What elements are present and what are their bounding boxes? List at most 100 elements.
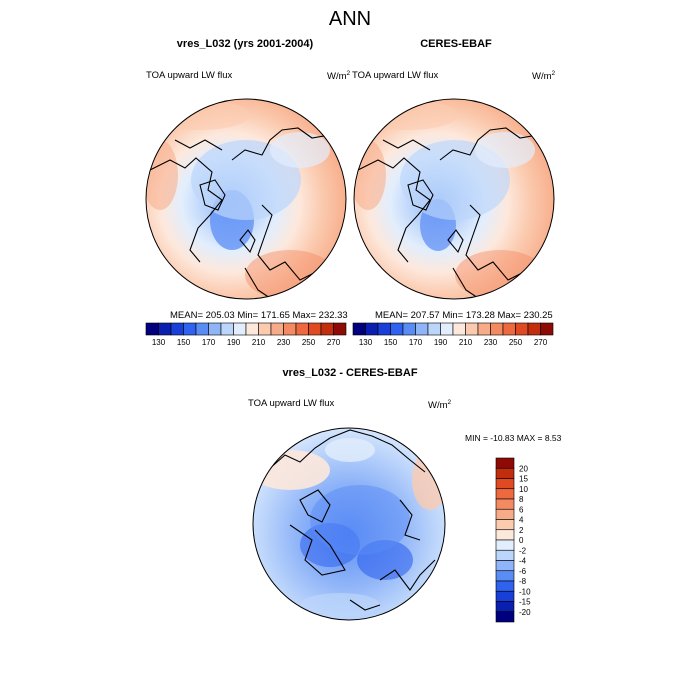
colorbar-obs-swatch (415, 322, 429, 336)
colorbar-obs-tick-label: 190 (434, 338, 448, 347)
colorbar-difference-swatch (495, 560, 515, 572)
colorbar-obs-swatch (402, 322, 416, 336)
polar-map-obs (353, 98, 555, 300)
colorbar-obs-swatch (377, 322, 391, 336)
colorbar-obs-swatch (452, 322, 466, 336)
colorbar-obs-swatch (515, 322, 529, 336)
colorbar-difference-swatch (495, 519, 515, 531)
colorbar-obs-swatch (502, 322, 516, 336)
colorbar-difference-swatch (495, 539, 515, 551)
colorbar-difference-swatch (495, 457, 515, 469)
colorbar-obs-tick-label: 270 (534, 338, 548, 347)
panel-title-model: vres_L032 (yrs 2001-2004) (176, 38, 314, 50)
coastlines-obs (357, 127, 554, 299)
colorbar-difference-swatch (495, 488, 515, 500)
colorbar-difference-tick-label: -2 (519, 546, 527, 555)
colorbar-difference-tick-label: -10 (519, 587, 531, 596)
colorbar-difference-swatch (495, 498, 515, 510)
colorbar-obs-swatch (527, 322, 541, 336)
colorbar-obs-swatch (440, 322, 454, 336)
stats-model: MEAN= 205.03 Min= 171.65 Max= 232.33 (170, 310, 348, 321)
colorbar-difference-tick-label: 15 (519, 475, 528, 484)
colorbar-obs-swatch (490, 322, 504, 336)
variable-label-difference: TOA upward LW flux (248, 398, 335, 409)
colorbar-obs-swatch (427, 322, 441, 336)
colorbar-obs-swatch (390, 322, 404, 336)
colorbar-model-tick-label: 270 (327, 338, 341, 347)
colorbar-difference-swatch (495, 580, 515, 592)
colorbar-model-swatch (233, 322, 247, 336)
colorbar-difference-tick-label: 8 (519, 495, 524, 504)
colorbar-difference-tick-label: 2 (519, 526, 524, 535)
colorbar-model-swatch (195, 322, 209, 336)
colorbar-model-tick-label: 130 (152, 338, 166, 347)
colorbar-model-swatch (283, 322, 297, 336)
colorbar-difference-swatch (495, 601, 515, 613)
colorbar-difference-swatch (495, 529, 515, 541)
colorbar-difference-tick-label: 10 (519, 485, 528, 494)
colorbar-difference-tick-label: -4 (519, 557, 527, 566)
colorbar-model-swatch (183, 322, 197, 336)
colorbar-obs-tick-label: 250 (509, 338, 523, 347)
coastlines-difference (267, 429, 436, 611)
colorbar-model-swatch (170, 322, 184, 336)
colorbar-obs: 130 150 170 190 210 230 250 270 (352, 322, 554, 347)
colorbar-model-tick-label: 250 (302, 338, 316, 347)
colorbar-difference-swatch (495, 549, 515, 561)
colorbar-model-tick-label: 190 (227, 338, 241, 347)
panel-title-obs: CERES-EBAF (420, 38, 492, 50)
colorbar-model-swatch (295, 322, 309, 336)
colorbar-difference-swatch (495, 467, 515, 479)
polar-map-model (145, 98, 347, 300)
variable-label-obs: TOA upward LW flux (352, 70, 439, 81)
colorbar-difference-tick-label: -8 (519, 577, 527, 586)
colorbar-obs-tick-label: 170 (409, 338, 423, 347)
units-label-difference: W/m2 (428, 399, 452, 412)
polar-map-difference (252, 427, 446, 621)
colorbar-difference-swatch (495, 478, 515, 490)
colorbar-model: 130 150 170 190 210 230 250 270 (145, 322, 347, 347)
colorbar-difference-tick-label: -6 (519, 567, 527, 576)
units-label-model: W/m2 (327, 70, 351, 83)
colorbar-model-swatch (333, 322, 347, 336)
colorbar-obs-tick-label: 150 (384, 338, 398, 347)
colorbar-obs-tick-label: 210 (459, 338, 473, 347)
colorbar-model-tick-label: 170 (202, 338, 216, 347)
colorbar-obs-swatch (365, 322, 379, 336)
stats-obs: MEAN= 207.57 Min= 173.28 Max= 230.25 (375, 310, 553, 321)
colorbar-obs-swatch (352, 322, 366, 336)
colorbar-model-tick-label: 210 (252, 338, 266, 347)
colorbar-model-swatch (158, 322, 172, 336)
colorbar-difference-tick-label: 6 (519, 505, 524, 514)
colorbar-model-tick-label: 150 (177, 338, 191, 347)
variable-label-model: TOA upward LW flux (146, 70, 233, 81)
colorbar-model-swatch (258, 322, 272, 336)
colorbar-model-swatch (145, 322, 159, 336)
colorbar-difference-swatch (495, 590, 515, 602)
colorbar-difference-swatch (495, 508, 515, 520)
colorbar-difference-tick-label: 4 (519, 516, 524, 525)
colorbar-difference-swatch (495, 570, 515, 582)
colorbar-obs-tick-label: 130 (359, 338, 373, 347)
colorbar-model-swatch (208, 322, 222, 336)
colorbar-difference-tick-label: -15 (519, 598, 531, 607)
colorbar-obs-swatch (477, 322, 491, 336)
colorbar-obs-swatch (465, 322, 479, 336)
contour-patches-difference (253, 438, 445, 617)
colorbar-model-swatch (270, 322, 284, 336)
colorbar-model-swatch (220, 322, 234, 336)
units-label-obs: W/m2 (532, 70, 556, 83)
colorbar-model-tick-label: 230 (277, 338, 291, 347)
contour-patches-obs (354, 100, 545, 299)
panel-title-difference: vres_L032 - CERES-EBAF (282, 367, 418, 379)
colorbar-obs-tick-label: 230 (484, 338, 498, 347)
colorbar-difference-tick-label: -20 (519, 608, 531, 617)
colorbar-obs-swatch (540, 322, 554, 336)
colorbar-difference-tick-label: 0 (519, 536, 524, 545)
colorbar-difference-tick-label: 20 (519, 464, 528, 473)
colorbar-model-swatch (245, 322, 259, 336)
colorbar-difference-swatch (495, 611, 515, 623)
colorbar-model-swatch (320, 322, 334, 336)
